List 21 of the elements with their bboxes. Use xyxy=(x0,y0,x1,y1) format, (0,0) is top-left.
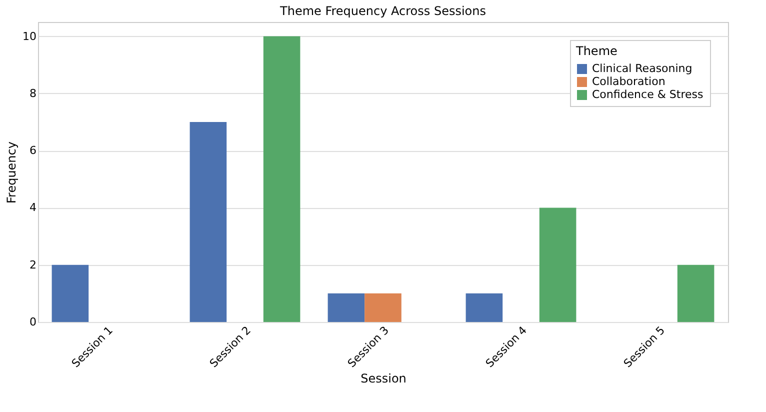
chart-title: Theme Frequency Across Sessions xyxy=(279,4,486,18)
bar xyxy=(539,208,576,322)
legend-title: Theme xyxy=(575,44,618,58)
y-axis-title: Frequency xyxy=(4,142,19,204)
legend-label: Confidence & Stress xyxy=(592,88,704,101)
legend-label: Collaboration xyxy=(592,75,666,88)
bar xyxy=(677,264,714,322)
legend-label: Clinical Reasoning xyxy=(592,62,692,75)
x-axis-title: Session xyxy=(360,371,406,386)
bar xyxy=(190,122,227,322)
y-tick-label: 10 xyxy=(22,30,36,43)
bar xyxy=(466,293,503,322)
bar xyxy=(52,264,89,322)
y-tick-label: 6 xyxy=(30,144,36,158)
y-tick-label: 8 xyxy=(30,86,36,100)
bar xyxy=(263,36,300,322)
y-tick-label: 4 xyxy=(30,201,36,214)
bar xyxy=(364,293,402,322)
y-tick-label: 0 xyxy=(30,316,36,328)
y-tick-label: 2 xyxy=(30,258,36,272)
bar xyxy=(328,293,365,322)
